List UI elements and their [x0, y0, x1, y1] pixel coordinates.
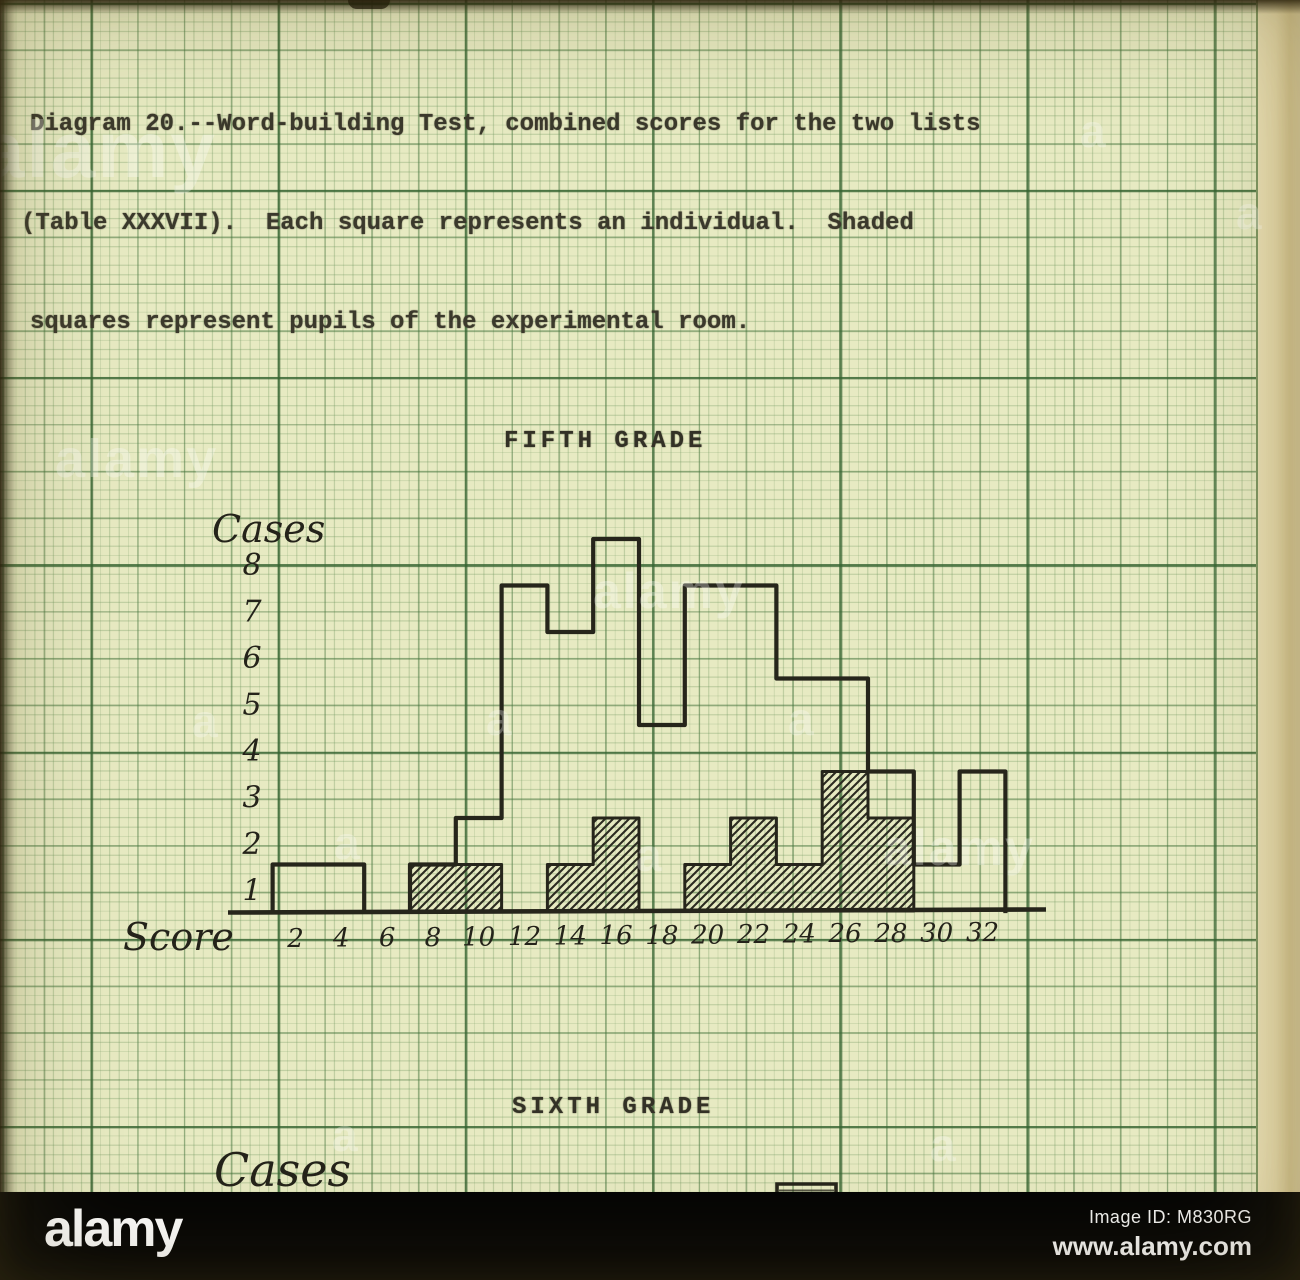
- histogram-outline-all-pupils: [270, 536, 1008, 914]
- caption-line-1: Diagram 20.--Word-building Test, combine…: [30, 111, 981, 138]
- y-tick-label: 2: [241, 827, 261, 862]
- x-tick-label: 16: [600, 921, 633, 951]
- image-id-text: Image ID: M830RG: [1088, 1207, 1252, 1227]
- x-tick-label: 18: [645, 921, 678, 951]
- graph-paper-background: [0, 0, 1258, 1192]
- x-tick-label: 20: [690, 920, 724, 950]
- page-right-margin: [1256, 0, 1300, 1192]
- page-left-dark-edge: [0, 0, 16, 1192]
- page-top-dark-edge: [0, 0, 1300, 14]
- histogram-outline-path: [270, 536, 1008, 914]
- x-tick-label: 8: [425, 923, 442, 953]
- y-tick-label: 3: [242, 781, 261, 816]
- y-axis-tick-labels: 1 2 3 4 5 6 7 8: [241, 548, 262, 909]
- caption-line-2: (Table XXXVII). Each square represents a…: [21, 210, 914, 237]
- sixth-grade-bar-fragment: [775, 1182, 838, 1194]
- y-tick-label: 6: [242, 641, 261, 676]
- x-tick-label: 14: [554, 922, 587, 952]
- x-tick-label: 26: [828, 919, 862, 949]
- x-tick-label: 10: [462, 922, 495, 952]
- cases-axis-label-sixth: Cases: [214, 1143, 351, 1197]
- x-tick-label: 28: [873, 919, 907, 949]
- sixth-grade-title: SIXTH GRADE: [512, 1094, 715, 1121]
- x-axis-tick-labels: 2 4 6 8 10 12 14 16 18 20 22 24 26 28 30 32: [286, 918, 999, 954]
- x-tick-label: 2: [286, 924, 304, 954]
- x-tick-label: 4: [332, 924, 350, 954]
- alamy-logo: alamy: [44, 1200, 183, 1258]
- page-top-notch: [348, 0, 390, 9]
- y-tick-label: 7: [242, 595, 262, 630]
- cases-axis-label-fifth: Cases: [212, 507, 325, 551]
- x-tick-label: 22: [736, 920, 770, 950]
- y-tick-label: 1: [242, 874, 261, 909]
- x-tick-label: 6: [379, 923, 396, 953]
- y-tick-label: 5: [242, 688, 261, 723]
- alamy-url-text: www.alamy.com: [1052, 1230, 1252, 1261]
- shaded-bars-experimental-room: [408, 770, 916, 913]
- y-tick-label: 4: [241, 734, 261, 769]
- footer-credit-block: Image ID: M830RG www.alamy.com: [1053, 1207, 1252, 1260]
- y-tick-label: 8: [242, 548, 261, 583]
- caption-line-3: squares represent pupils of the experime…: [30, 309, 751, 336]
- fifth-grade-title: FIFTH GRADE: [504, 428, 707, 455]
- x-tick-label: 30: [920, 918, 953, 948]
- x-tick-label: 24: [782, 920, 816, 950]
- score-axis-label: Score: [123, 915, 234, 959]
- x-axis-baseline: [227, 907, 1047, 915]
- x-tick-label: 12: [508, 922, 541, 952]
- x-tick-label: 32: [966, 918, 999, 948]
- alamy-footer-bar: alamy Image ID: M830RG www.alamy.com: [0, 1192, 1300, 1280]
- shaded-bars-path: [408, 770, 916, 913]
- figure-caption: Diagram 20.--Word-building Test, combine…: [21, 42, 981, 405]
